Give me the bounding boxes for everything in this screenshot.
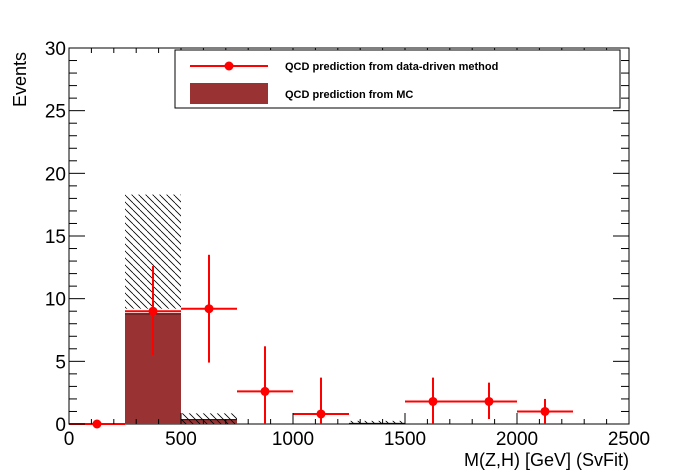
axes-layer: 0 500 1000 1500 2000 2500 0 5 10 15 20 25 30 — [45, 39, 650, 450]
y-tick-label-0: 0 — [55, 415, 66, 436]
data-point-marker-1 — [148, 306, 158, 316]
data-point-5 — [405, 377, 461, 424]
data-point-1 — [125, 266, 181, 356]
data-point-marker-6 — [484, 396, 494, 406]
y-tick-label-3: 15 — [45, 227, 66, 248]
y-tick-label-4: 20 — [45, 164, 66, 185]
y-tick-label-5: 25 — [45, 102, 66, 123]
x-tick-label-1: 500 — [165, 429, 197, 450]
data-point-2 — [181, 254, 237, 363]
data-point-7 — [517, 398, 573, 424]
mc-uncertainty-band-1 — [181, 413, 237, 424]
y-tick-label-1: 5 — [55, 352, 66, 373]
data-point-marker-4 — [316, 409, 326, 419]
data-point-marker-3 — [260, 386, 270, 396]
mc-uncertainty-band-2 — [349, 420, 405, 424]
data-point-marker-7 — [540, 406, 550, 416]
legend-marker-fill — [190, 83, 268, 104]
x-tick-label-5: 2500 — [608, 429, 650, 450]
x-tick-label-2: 1000 — [272, 429, 314, 450]
legend-label-mc: QCD prediction from MC — [285, 89, 413, 101]
legend: QCD prediction from data-driven method Q… — [174, 49, 621, 109]
data-point-marker-0 — [92, 419, 102, 429]
x-tick-label-0: 0 — [64, 429, 75, 450]
x-axis-title: M(Z,H) [GeV] (SvFit) — [464, 450, 629, 470]
data-point-3 — [237, 346, 293, 424]
legend-label-data-driven: QCD prediction from data-driven method — [285, 61, 498, 73]
y-tick-label-2: 10 — [45, 290, 66, 311]
data-driven-points-layer — [69, 254, 573, 429]
legend-marker-dot — [224, 61, 234, 71]
y-axis-title: Events — [10, 52, 30, 107]
data-point-marker-5 — [428, 396, 438, 406]
x-tick-label-4: 2000 — [496, 429, 538, 450]
data-point-4 — [293, 377, 349, 424]
data-point-6 — [461, 382, 517, 419]
x-tick-label-3: 1500 — [384, 429, 426, 450]
data-point-marker-2 — [204, 304, 214, 314]
y-tick-label-6: 30 — [45, 39, 66, 60]
